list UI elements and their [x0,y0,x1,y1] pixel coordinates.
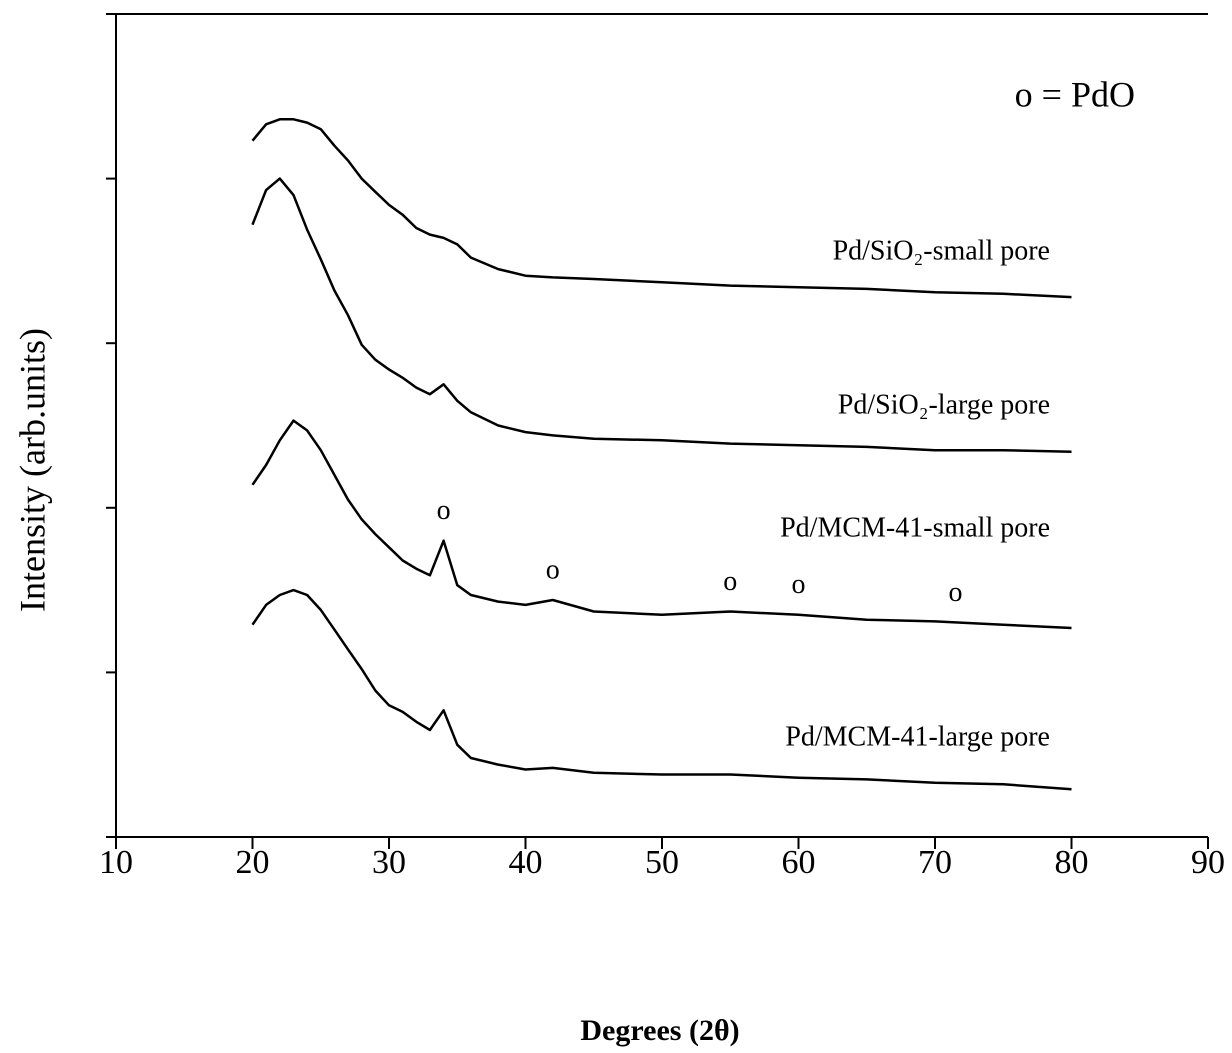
peak-marker: o [723,566,737,597]
series-label: Pd/MCM-41-small pore [780,512,1050,543]
series-line [251,118,1072,299]
x-tick-label: 90 [1191,844,1225,881]
peak-marker: o [546,554,560,585]
x-axis-label: Degrees (2θ) [580,1014,739,1047]
x-tick-label: 70 [918,844,952,881]
x-tick-label: 30 [372,844,406,881]
series-line [251,419,1072,630]
series-line [251,177,1072,454]
peak-marker: o [437,495,451,526]
x-tick-label: 10 [99,844,133,881]
series-label: Pd/SiO₂-large pore [838,389,1050,420]
x-tick-label: 80 [1055,844,1089,881]
series-label: Pd/SiO₂-small pore [833,236,1050,267]
y-axis-label: Intensity (arb.units) [12,328,52,612]
x-tick-label: 60 [782,844,816,881]
peak-marker: o [792,569,806,600]
series-label: Pd/MCM-41-large pore [785,722,1050,753]
legend-note: o = PdO [1015,74,1135,114]
x-tick-label: 40 [509,844,543,881]
x-tick-label: 50 [645,844,679,881]
x-tick-label: 20 [236,844,270,881]
series-line [251,588,1072,791]
peak-marker: o [948,577,962,608]
